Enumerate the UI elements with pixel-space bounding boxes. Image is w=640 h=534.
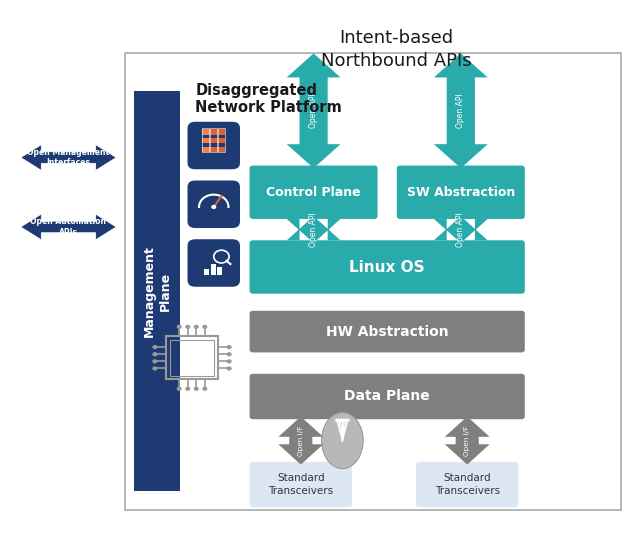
Ellipse shape — [322, 412, 364, 469]
Bar — [218, 129, 225, 152]
Circle shape — [177, 325, 182, 329]
Polygon shape — [20, 214, 116, 240]
Bar — [204, 270, 209, 275]
Bar — [217, 267, 222, 275]
Text: Open Automation
APIs: Open Automation APIs — [31, 217, 106, 237]
Text: Open API: Open API — [456, 93, 465, 128]
Bar — [202, 129, 209, 152]
Circle shape — [177, 387, 182, 391]
Circle shape — [194, 387, 199, 391]
Text: SW Abstraction: SW Abstraction — [406, 186, 515, 199]
Text: Data Plane: Data Plane — [344, 389, 430, 404]
Bar — [134, 91, 180, 491]
Circle shape — [340, 419, 344, 422]
Polygon shape — [20, 145, 116, 170]
Text: Open I/F: Open I/F — [464, 426, 470, 456]
FancyBboxPatch shape — [250, 240, 525, 294]
FancyBboxPatch shape — [188, 239, 240, 287]
Bar — [202, 138, 210, 144]
Circle shape — [152, 352, 157, 356]
FancyBboxPatch shape — [188, 122, 240, 169]
Text: Control Plane: Control Plane — [266, 186, 361, 199]
Text: Open API: Open API — [309, 93, 318, 128]
Circle shape — [152, 345, 157, 349]
Circle shape — [227, 352, 232, 356]
Circle shape — [152, 366, 157, 371]
Text: HW Abstraction: HW Abstraction — [326, 325, 449, 339]
Text: Standard
Transceivers: Standard Transceivers — [435, 474, 500, 496]
Polygon shape — [434, 53, 488, 168]
Bar — [125, 53, 621, 510]
FancyBboxPatch shape — [250, 374, 525, 419]
Circle shape — [202, 387, 207, 391]
Circle shape — [202, 325, 207, 329]
FancyBboxPatch shape — [250, 462, 352, 507]
Circle shape — [185, 325, 190, 329]
Text: Intent-based
Northbound APIs: Intent-based Northbound APIs — [321, 29, 472, 69]
Text: Linux OS: Linux OS — [349, 260, 425, 274]
FancyBboxPatch shape — [397, 166, 525, 219]
Text: Standard
Transceivers: Standard Transceivers — [268, 474, 333, 496]
FancyBboxPatch shape — [416, 462, 518, 507]
Circle shape — [194, 325, 199, 329]
Circle shape — [346, 419, 350, 422]
Bar — [211, 264, 216, 275]
Bar — [166, 336, 218, 379]
Polygon shape — [287, 216, 340, 243]
Text: Open Management
Interfaces: Open Management Interfaces — [28, 148, 109, 167]
Text: Open I/F: Open I/F — [298, 426, 304, 456]
Circle shape — [335, 419, 339, 422]
FancyBboxPatch shape — [188, 180, 240, 228]
Circle shape — [344, 419, 348, 422]
Circle shape — [211, 205, 216, 209]
Bar — [202, 147, 225, 152]
Polygon shape — [287, 53, 340, 168]
Circle shape — [227, 345, 232, 349]
Text: Open API: Open API — [456, 212, 465, 247]
Bar — [170, 340, 214, 376]
Bar — [202, 130, 210, 135]
Circle shape — [185, 387, 190, 391]
FancyBboxPatch shape — [250, 166, 378, 219]
Circle shape — [342, 419, 346, 422]
Polygon shape — [434, 216, 488, 243]
Text: Disaggregated
Network Platform: Disaggregated Network Platform — [195, 83, 342, 115]
Circle shape — [337, 419, 340, 422]
Circle shape — [227, 359, 232, 364]
Bar — [202, 138, 225, 144]
Circle shape — [152, 359, 157, 364]
Text: Management
Plane: Management Plane — [143, 245, 172, 337]
FancyBboxPatch shape — [250, 311, 525, 352]
Circle shape — [339, 419, 342, 422]
Text: Open API: Open API — [309, 212, 318, 247]
Polygon shape — [278, 417, 323, 465]
Bar — [202, 130, 225, 135]
Bar — [202, 147, 210, 152]
Circle shape — [227, 366, 232, 371]
Polygon shape — [445, 417, 490, 465]
Bar — [210, 129, 217, 152]
